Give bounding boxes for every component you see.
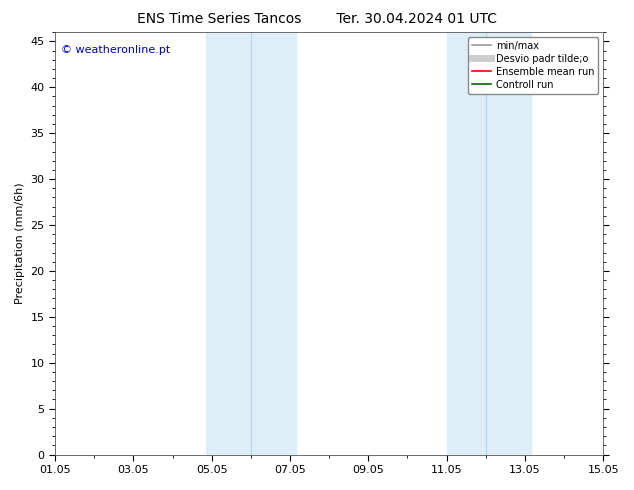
Text: ENS Time Series Tancos        Ter. 30.04.2024 01 UTC: ENS Time Series Tancos Ter. 30.04.2024 0… xyxy=(137,12,497,26)
Bar xyxy=(206,32,296,455)
Text: © weatheronline.pt: © weatheronline.pt xyxy=(61,45,170,55)
Y-axis label: Precipitation (mm/6h): Precipitation (mm/6h) xyxy=(15,183,25,304)
Legend: min/max, Desvio padr tilde;o, Ensemble mean run, Controll run: min/max, Desvio padr tilde;o, Ensemble m… xyxy=(468,37,598,94)
Bar xyxy=(446,32,531,455)
